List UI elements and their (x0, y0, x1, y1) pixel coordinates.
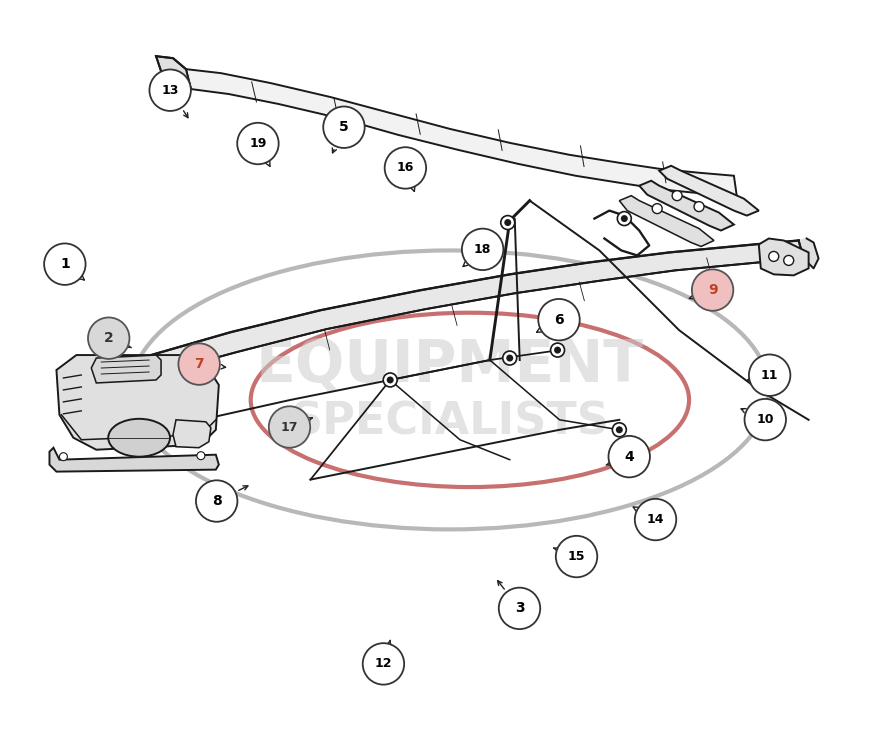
Circle shape (652, 204, 663, 213)
Text: SPECIALISTS: SPECIALISTS (291, 400, 610, 444)
Polygon shape (92, 355, 161, 383)
Polygon shape (619, 195, 714, 247)
Text: EQUIPMENT: EQUIPMENT (255, 337, 644, 394)
Text: 13: 13 (161, 84, 179, 97)
Circle shape (503, 351, 517, 365)
Circle shape (499, 588, 540, 629)
Polygon shape (92, 241, 803, 395)
Text: 5: 5 (339, 120, 349, 134)
Text: 10: 10 (757, 413, 774, 426)
Polygon shape (173, 420, 211, 448)
Circle shape (500, 215, 515, 230)
Text: 11: 11 (761, 369, 779, 382)
Polygon shape (49, 448, 218, 472)
Circle shape (635, 499, 677, 540)
Circle shape (196, 480, 237, 522)
Circle shape (383, 373, 397, 387)
Circle shape (150, 70, 191, 111)
Text: 15: 15 (567, 550, 585, 563)
Circle shape (385, 147, 426, 189)
Polygon shape (640, 181, 734, 230)
Text: 9: 9 (707, 283, 717, 297)
Circle shape (621, 215, 628, 222)
Polygon shape (186, 69, 737, 197)
Text: 16: 16 (396, 161, 414, 175)
Polygon shape (799, 239, 818, 268)
Circle shape (44, 244, 85, 285)
Text: 3: 3 (515, 601, 524, 615)
Circle shape (538, 299, 580, 340)
Polygon shape (759, 239, 809, 276)
Text: 2: 2 (104, 331, 114, 345)
Circle shape (551, 343, 565, 357)
Text: 12: 12 (374, 658, 392, 670)
Circle shape (612, 423, 626, 437)
Circle shape (88, 317, 130, 359)
Circle shape (692, 270, 733, 311)
Circle shape (694, 201, 704, 212)
Circle shape (59, 452, 68, 461)
Circle shape (744, 399, 786, 441)
Circle shape (387, 377, 394, 383)
Polygon shape (659, 166, 759, 215)
Circle shape (269, 406, 310, 448)
Text: 17: 17 (281, 421, 299, 433)
Circle shape (237, 123, 278, 164)
Polygon shape (156, 56, 191, 89)
Text: 7: 7 (195, 357, 204, 371)
Text: 8: 8 (211, 494, 221, 508)
Text: 19: 19 (249, 137, 267, 150)
Circle shape (618, 212, 632, 226)
Circle shape (507, 354, 514, 362)
Circle shape (749, 354, 790, 396)
Circle shape (179, 343, 220, 385)
Circle shape (504, 219, 511, 226)
Ellipse shape (108, 419, 170, 457)
Circle shape (462, 229, 503, 270)
Text: 14: 14 (647, 513, 664, 526)
Circle shape (556, 536, 597, 577)
Circle shape (784, 256, 794, 265)
Circle shape (323, 106, 365, 148)
Text: 18: 18 (474, 243, 492, 256)
Circle shape (609, 436, 650, 477)
Circle shape (197, 452, 205, 460)
Text: 1: 1 (60, 257, 70, 271)
Circle shape (363, 643, 404, 684)
Circle shape (554, 346, 561, 354)
Circle shape (672, 191, 682, 201)
Text: 6: 6 (554, 313, 564, 327)
Circle shape (769, 251, 779, 262)
Polygon shape (56, 355, 218, 450)
Circle shape (616, 426, 623, 433)
Text: 4: 4 (625, 450, 634, 464)
